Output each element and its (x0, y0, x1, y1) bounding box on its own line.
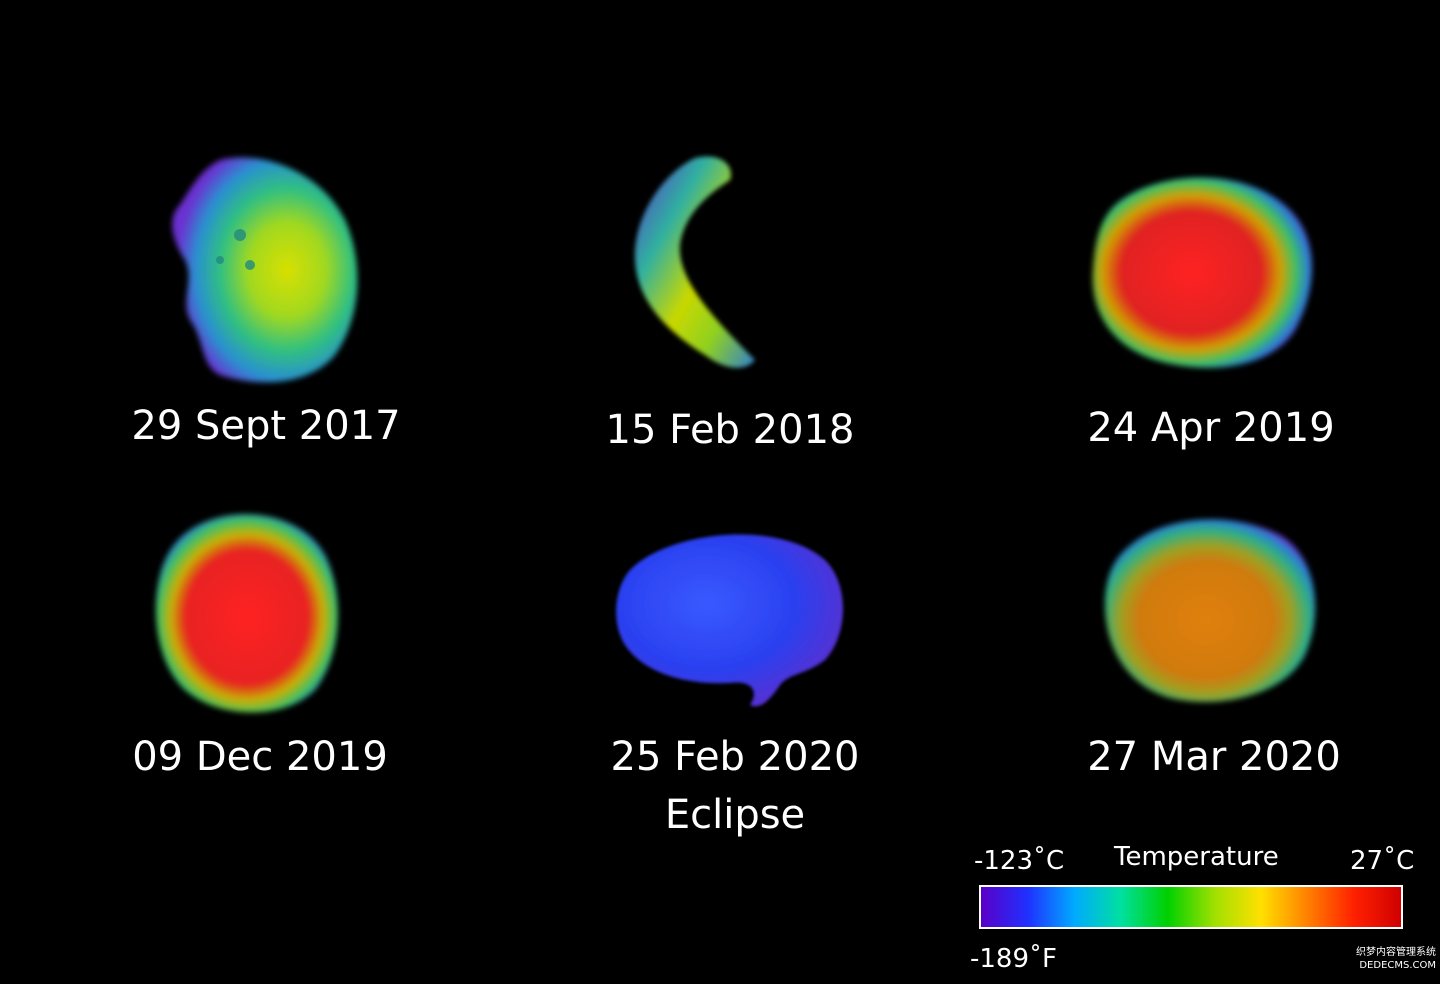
watermark-line-2: DEDECMS.COM (1359, 960, 1436, 971)
caption-2017-09-29: 29 Sept 2017 (131, 403, 401, 449)
legend-title: Temperature (1114, 842, 1279, 872)
phobos-image-2019-04-24 (1085, 170, 1320, 375)
caption-2019-04-24: 24 Apr 2019 (1087, 405, 1335, 451)
legend-min-celsius: -123˚C (974, 846, 1065, 876)
legend-min-fahrenheit: -189˚F (970, 944, 1057, 974)
phobos-image-2018-02-15 (625, 150, 775, 380)
phobos-image-2020-03-27 (1100, 510, 1325, 710)
thermal-map-4 (155, 514, 338, 713)
phobos-image-2020-02-25-eclipse (610, 525, 850, 715)
caption-2018-02-15: 15 Feb 2018 (605, 407, 855, 453)
phobos-image-2017-09-29 (160, 150, 370, 390)
watermark-line-1: 织梦内容管理系统 (1356, 947, 1436, 958)
thermal-map-2 (634, 156, 755, 368)
thermal-map-1 (172, 157, 358, 383)
caption-2019-12-09: 09 Dec 2019 (132, 734, 388, 780)
legend-max-celsius: 27˚C (1350, 846, 1415, 876)
caption-2020-02-25: 25 Feb 2020 (610, 734, 860, 780)
phobos-image-2019-12-09 (150, 505, 345, 720)
temperature-colorbar (979, 885, 1403, 929)
thermal-map-3 (1092, 177, 1313, 368)
thermal-map-6 (1105, 519, 1316, 703)
subcaption-eclipse: Eclipse (664, 792, 806, 838)
watermark-logo: 织梦内容管理系统 DEDECMS.COM (1326, 946, 1436, 976)
caption-2020-03-27: 27 Mar 2020 (1087, 734, 1341, 780)
thermal-map-5 (616, 534, 844, 707)
